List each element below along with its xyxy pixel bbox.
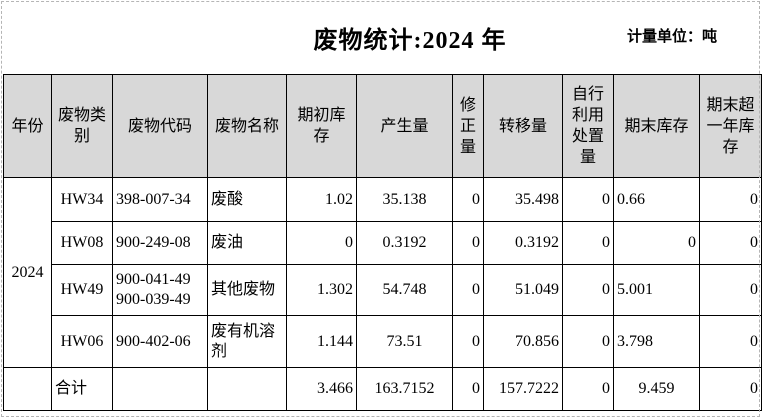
header-waste-name: 废物名称 [207, 74, 287, 178]
cell-transferred: 0.3192 [483, 221, 563, 265]
cell-over-one-year: 0 [699, 315, 762, 368]
total-label: 合计 [51, 367, 113, 411]
header-correction: 修正量 [452, 74, 484, 178]
header-opening-stock: 期初库存 [286, 74, 357, 178]
header-closing-stock: 期末库存 [613, 74, 700, 178]
header-transferred: 转移量 [483, 74, 563, 178]
table-row: HW06 900-402-06 废有机溶剂 1.144 73.51 0 70.8… [4, 315, 762, 368]
page-title: 废物统计:2024 年 [313, 28, 507, 54]
header-generated: 产生量 [356, 74, 453, 178]
cell-self-disposed: 0 [562, 177, 614, 222]
cell-transferred: 51.049 [483, 264, 563, 316]
cell-over-one-year: 0 [699, 177, 762, 222]
cell-correction: 0 [452, 315, 484, 368]
header-self-disposed: 自行利用处置量 [562, 74, 614, 178]
cell-category: HW06 [51, 315, 113, 368]
cell-code: 398-007-34 [112, 177, 208, 222]
cell-name-empty [207, 367, 287, 411]
cell-opening: 1.302 [286, 264, 357, 316]
cell-transferred: 35.498 [483, 177, 563, 222]
cell-year-empty [3, 367, 52, 411]
cell-generated: 54.748 [356, 264, 453, 316]
cell-self-disposed: 0 [562, 264, 614, 316]
total-over-one-year: 0 [699, 367, 762, 411]
cell-category: HW08 [51, 221, 113, 265]
header-waste-code: 废物代码 [112, 74, 208, 178]
cell-name: 其他废物 [207, 264, 287, 316]
cell-category: HW34 [51, 177, 113, 222]
cell-self-disposed: 0 [562, 315, 614, 368]
cell-closing: 0.66 [613, 177, 700, 222]
cell-code: 900-041-49 900-039-49 [112, 264, 208, 316]
total-opening: 3.466 [286, 367, 357, 411]
cell-code: 900-402-06 [112, 315, 208, 368]
total-transferred: 157.7222 [483, 367, 563, 411]
cell-category: HW49 [51, 264, 113, 316]
cell-transferred: 70.856 [483, 315, 563, 368]
header-over-one-year-stock: 期末超一年库存 [699, 74, 762, 178]
cell-opening: 1.02 [286, 177, 357, 222]
table-row: HW49 900-041-49 900-039-49 其他废物 1.302 54… [4, 264, 762, 316]
cell-generated: 73.51 [356, 315, 453, 368]
cell-correction: 0 [452, 177, 484, 222]
cell-closing: 5.001 [613, 264, 700, 316]
table-header-row: 年份 废物类别 废物代码 废物名称 期初库存 产生量 修正量 转移量 自行利用处… [3, 74, 762, 178]
cell-over-one-year: 0 [699, 221, 762, 265]
unit-label: 计量单位：吨 [627, 27, 718, 45]
cell-year: 2024 [3, 177, 52, 368]
header-year: 年份 [3, 74, 52, 178]
total-correction: 0 [452, 367, 484, 411]
table-row: HW08 900-249-08 废油 0 0.3192 0 0.3192 0 0… [4, 221, 762, 265]
cell-correction: 0 [452, 264, 484, 316]
cell-name: 废油 [207, 221, 287, 265]
cell-name: 废有机溶剂 [207, 315, 287, 368]
table-row: 2024 HW34 398-007-34 废酸 1.02 35.138 0 35… [3, 177, 762, 368]
cell-generated: 0.3192 [356, 221, 453, 265]
cell-code-empty [112, 367, 208, 411]
cell-code: 900-249-08 [112, 221, 208, 265]
header-waste-category: 废物类别 [51, 74, 113, 178]
total-row: 合计 3.466 163.7152 0 157.7222 0 9.459 0 [3, 367, 762, 411]
cell-opening: 0 [286, 221, 357, 265]
cell-self-disposed: 0 [562, 221, 614, 265]
cell-correction: 0 [452, 221, 484, 265]
cell-opening: 1.144 [286, 315, 357, 368]
waste-statistics-table: 年份 废物类别 废物代码 废物名称 期初库存 产生量 修正量 转移量 自行利用处… [3, 74, 762, 411]
cell-closing: 3.798 [613, 315, 700, 368]
total-closing: 9.459 [613, 367, 700, 411]
total-generated: 163.7152 [356, 367, 453, 411]
cell-generated: 35.138 [356, 177, 453, 222]
cell-closing: 0 [613, 221, 700, 265]
total-self-disposed: 0 [562, 367, 614, 411]
cell-name: 废酸 [207, 177, 287, 222]
cell-over-one-year: 0 [699, 264, 762, 316]
